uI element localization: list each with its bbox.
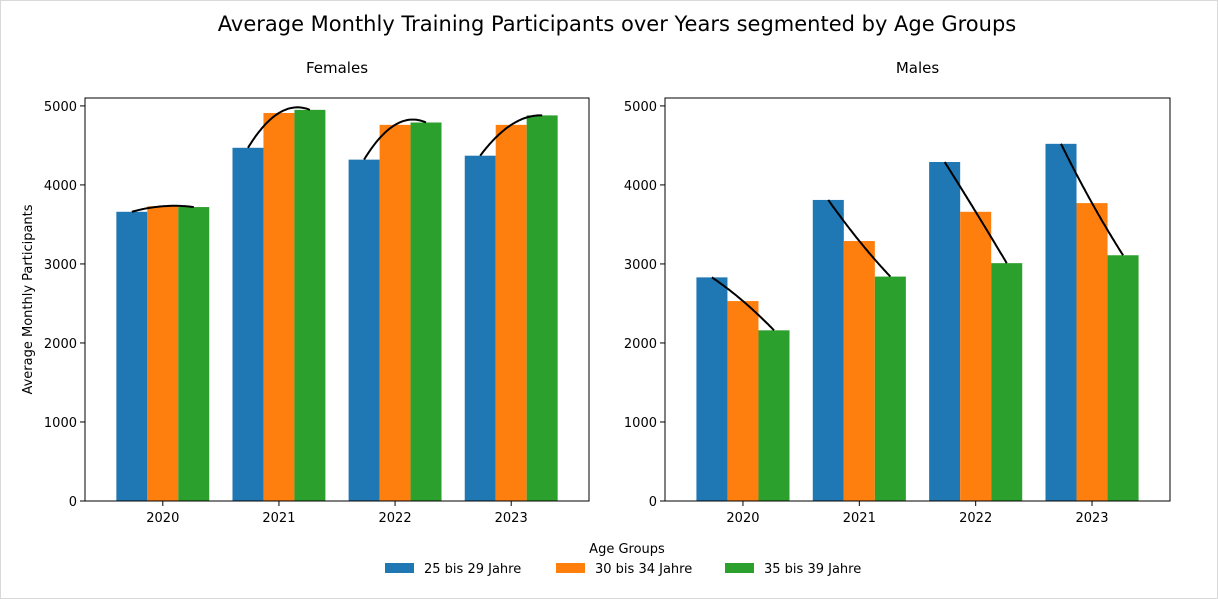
- bar-2021-1: [232, 147, 264, 501]
- x-tick-label: 2021: [262, 511, 295, 526]
- y-tick-label: 1000: [624, 416, 657, 431]
- bar-2023-2: [1076, 203, 1108, 502]
- trend-line-2020: [711, 276, 775, 332]
- bar-2023-2: [495, 124, 527, 501]
- trend-line-2023: [479, 114, 543, 157]
- trend-line-2021: [827, 199, 892, 278]
- y-tick-label: 1000: [44, 416, 77, 431]
- subplot-title: Males: [896, 59, 940, 77]
- bar-2023-3: [526, 115, 558, 502]
- y-tick-label: 4000: [44, 179, 77, 194]
- x-tick-label: 2021: [843, 511, 876, 526]
- plot-frame: [664, 97, 1171, 502]
- bar-2020-2: [147, 206, 179, 501]
- x-tick-label: 2022: [379, 511, 412, 526]
- y-tick-label: 0: [649, 495, 657, 510]
- x-tick-label: 2022: [959, 511, 992, 526]
- subplot-2: Males 0 1000 2000 3000 4000 5000 2020 2021 2022 20…: [624, 59, 1171, 526]
- legend-swatch-1: [385, 563, 414, 573]
- bar-2021-2: [263, 113, 295, 501]
- x-tick-label: 2023: [495, 511, 528, 526]
- bar-2022-1: [929, 162, 961, 501]
- bar-2023-3: [1107, 255, 1139, 501]
- legend-label-3: 35 bis 39 Jahre: [764, 562, 861, 577]
- bar-2023-1: [1045, 143, 1077, 502]
- subplot-title: Females: [306, 59, 368, 77]
- legend-swatch-2: [556, 563, 585, 573]
- legend: Age Groups 25 bis 29 Jahre 30 bis 34 Jahr…: [385, 542, 861, 577]
- subplot-1: Females 0 1000 2000 3000 4000 5000 2020 2021 2022…: [21, 59, 590, 526]
- x-tick-label: 2020: [726, 511, 759, 526]
- bar-2021-3: [294, 109, 326, 502]
- bar-2022-3: [991, 263, 1023, 501]
- trend-line-2023: [1060, 143, 1124, 256]
- bar-2020-3: [178, 207, 210, 501]
- y-tick-label: 5000: [44, 100, 77, 115]
- bar-2021-1: [812, 199, 844, 501]
- y-tick-label: 3000: [624, 258, 657, 273]
- bar-2022-1: [348, 159, 380, 501]
- trend-line-2020: [131, 204, 194, 213]
- bar-2020-1: [696, 277, 728, 501]
- y-tick-label: 3000: [44, 258, 77, 273]
- legend-swatch-3: [725, 563, 754, 573]
- bar-2021-3: [874, 276, 906, 501]
- y-tick-label: 2000: [624, 337, 657, 352]
- y-tick-label: 0: [69, 495, 77, 510]
- bar-2022-2: [960, 211, 992, 501]
- trend-line-2021: [247, 106, 311, 149]
- bar-2020-3: [758, 330, 790, 501]
- y-tick-label: 4000: [624, 179, 657, 194]
- plot-frame: [84, 97, 590, 502]
- y-tick-label: 5000: [624, 100, 657, 115]
- trend-line-2022: [363, 118, 427, 161]
- bar-2023-1: [464, 155, 496, 501]
- x-tick-label: 2023: [1075, 511, 1108, 526]
- bar-2020-2: [727, 301, 759, 501]
- bar-2022-3: [410, 122, 442, 501]
- trend-line-2022: [943, 161, 1008, 264]
- figure-title: Average Monthly Training Participants ov…: [218, 12, 1016, 36]
- legend-label-2: 30 bis 34 Jahre: [595, 562, 692, 577]
- bar-2022-2: [379, 124, 411, 501]
- bar-2020-1: [116, 211, 148, 501]
- y-axis-label: Average Monthly Participants: [21, 204, 36, 394]
- legend-title: Age Groups: [589, 542, 665, 557]
- legend-label-1: 25 bis 29 Jahre: [424, 562, 521, 577]
- x-tick-label: 2020: [146, 511, 179, 526]
- y-tick-label: 2000: [44, 337, 77, 352]
- bar-2021-2: [843, 241, 875, 501]
